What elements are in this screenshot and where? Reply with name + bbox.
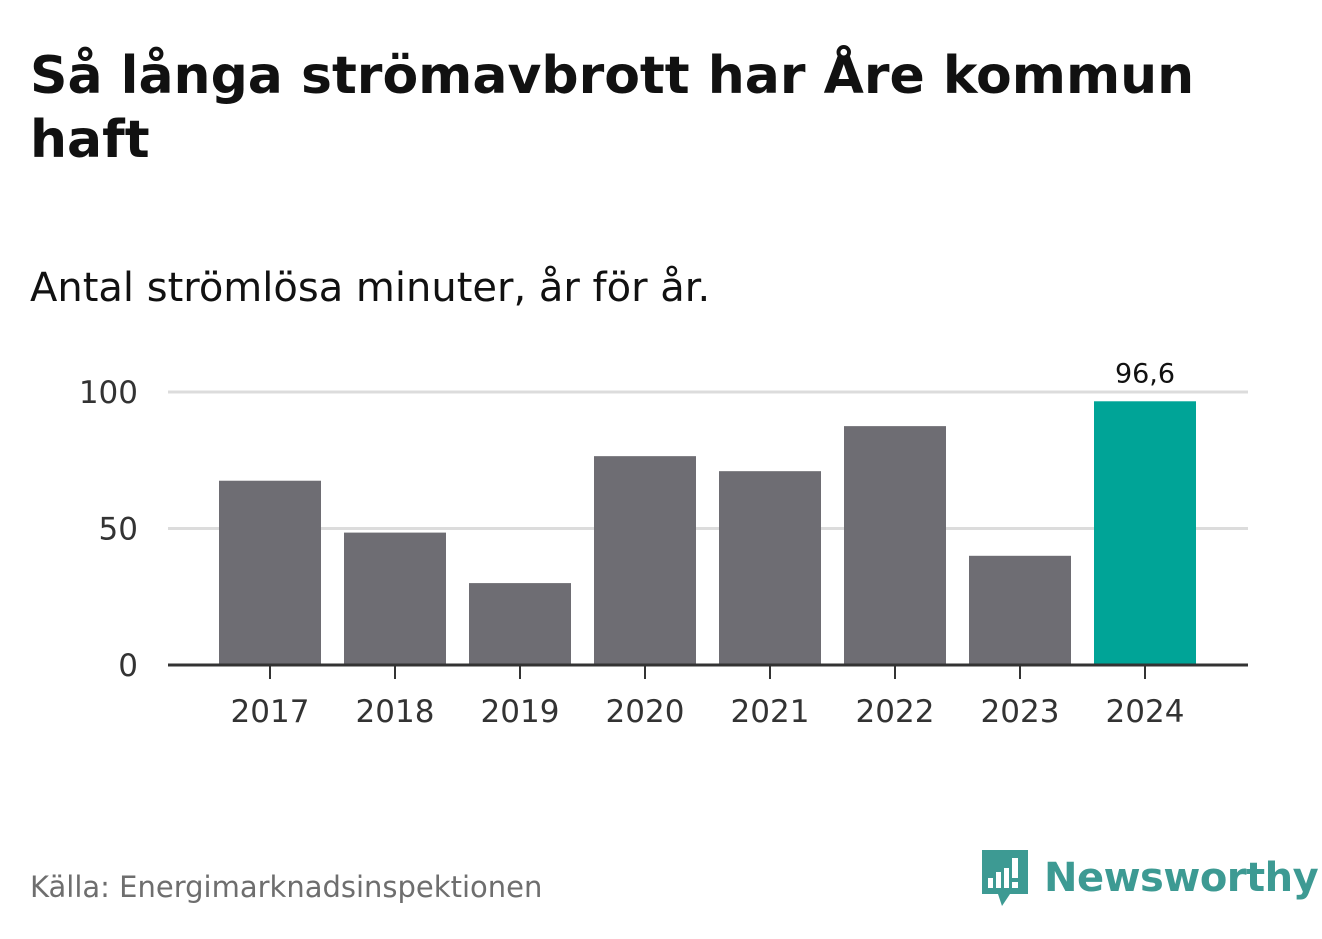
data-label: 96,6 xyxy=(1115,358,1175,389)
y-tick-label: 0 xyxy=(118,648,138,684)
x-tick-label: 2019 xyxy=(481,694,560,730)
x-tick-label: 2023 xyxy=(981,694,1060,730)
brand-name: Newsworthy xyxy=(1044,855,1319,901)
bar-2022 xyxy=(844,426,946,665)
x-tick-label: 2021 xyxy=(731,694,810,730)
bar-2019 xyxy=(469,583,571,665)
x-tick-label: 2024 xyxy=(1106,694,1185,730)
x-tick-label: 2022 xyxy=(856,694,935,730)
x-tick-label: 2020 xyxy=(606,694,685,730)
bar-2024 xyxy=(1094,401,1196,665)
y-tick-label: 100 xyxy=(79,375,138,411)
y-tick-label: 50 xyxy=(99,512,138,548)
chart-title: Så långa strömavbrott har Åre kommun haf… xyxy=(30,46,1195,170)
chart-subtitle: Antal strömlösa minuter, år för år. xyxy=(30,265,711,311)
bar-2020 xyxy=(594,456,696,665)
source-note: Källa: Energimarknadsinspektionen xyxy=(30,870,543,904)
newsworthy-logo-icon xyxy=(982,850,1028,906)
bar-2018 xyxy=(344,532,446,665)
x-tick-label: 2018 xyxy=(356,694,435,730)
bar-2023 xyxy=(969,555,1071,665)
bar-2017 xyxy=(219,480,321,665)
bar-2021 xyxy=(719,471,821,665)
brand-logo: Newsworthy xyxy=(980,848,1319,908)
bar-chart: 0 50 100 2017 2018 2019 2020 2021 2022 2023 2024 96… xyxy=(79,358,1248,730)
x-tick-label: 2017 xyxy=(231,694,310,730)
